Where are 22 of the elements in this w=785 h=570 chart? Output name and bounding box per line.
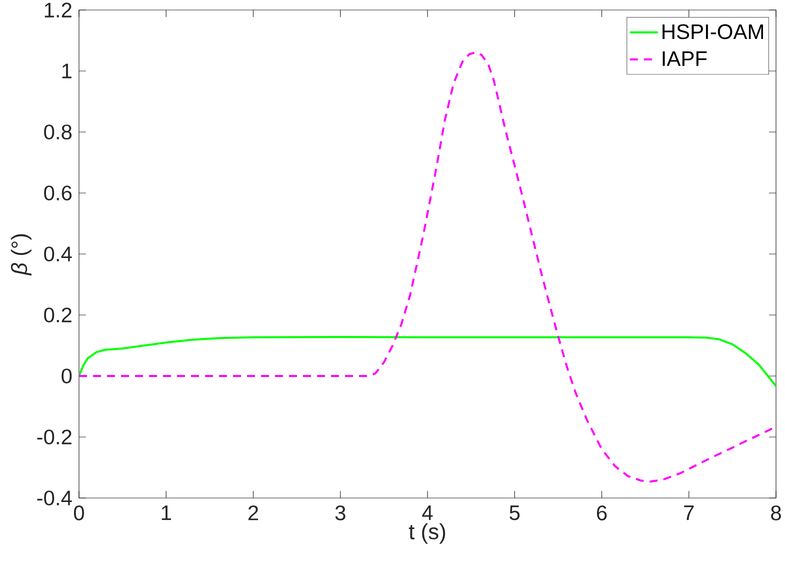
- y-tick-label: 1: [62, 64, 72, 78]
- y-tick-label: 0: [62, 368, 72, 384]
- x-tick-label: 7: [684, 506, 694, 520]
- y-tick-label: -0.2: [37, 430, 72, 444]
- x-tick-label: 0: [74, 506, 84, 520]
- x-tick-label: 2: [248, 506, 258, 520]
- x-axis-title: t (s): [408, 523, 446, 544]
- x-tick-label: 3: [335, 506, 346, 520]
- y-tick-label: 1.2: [44, 2, 72, 18]
- y-tick-label: 0.6: [44, 186, 72, 200]
- x-tick-label: 6: [596, 506, 607, 520]
- y-tick-label: -0.4: [37, 490, 72, 506]
- y-tick-label: 0.2: [44, 308, 72, 322]
- x-tick-label: 8: [771, 506, 781, 520]
- y-tick-label: 0.4: [44, 246, 72, 262]
- x-tick-label: 1: [162, 506, 171, 520]
- y-tick-label: 0.8: [44, 124, 72, 140]
- y-axis-title: β (°): [10, 234, 32, 276]
- legend-label: IAPF: [662, 51, 707, 66]
- x-tick-label: 4: [422, 506, 433, 520]
- legend-label: HSPI-OAM: [662, 24, 763, 40]
- x-tick-label: 5: [510, 506, 520, 520]
